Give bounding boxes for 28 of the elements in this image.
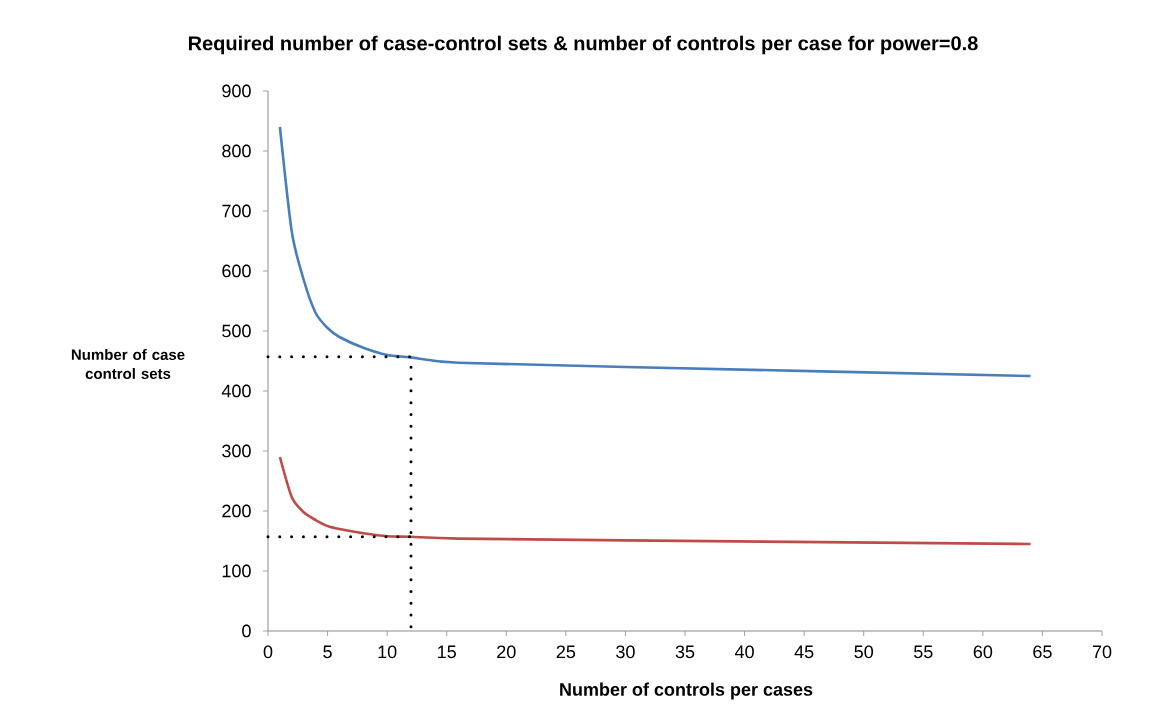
x-tick-label: 15 bbox=[438, 645, 456, 659]
x-tick-label: 35 bbox=[675, 645, 695, 659]
x-tick-label: 50 bbox=[854, 645, 874, 659]
x-tick-label: 40 bbox=[734, 645, 754, 659]
y-tick-label: 0 bbox=[242, 624, 251, 638]
y-tick-label: 800 bbox=[222, 144, 251, 158]
x-tick-label: 60 bbox=[973, 645, 993, 659]
x-axis-title: Number of controls per cases bbox=[560, 682, 813, 700]
y-tick-label: 300 bbox=[222, 444, 251, 458]
y-tick-label: 100 bbox=[222, 564, 251, 578]
x-tick-label: 55 bbox=[914, 645, 933, 659]
x-tick-label: 65 bbox=[1033, 645, 1052, 659]
y-axis-title: Number of case control sets bbox=[71, 348, 185, 379]
x-tick-label: 20 bbox=[497, 645, 516, 659]
x-tick-label: 5 bbox=[323, 645, 332, 659]
x-tick-label: 45 bbox=[794, 645, 814, 659]
y-tick-label: 700 bbox=[222, 204, 251, 218]
y-tick-label: 200 bbox=[222, 504, 251, 518]
x-tick-label: 10 bbox=[378, 645, 397, 659]
y-tick-label: 900 bbox=[222, 84, 251, 98]
y-tick-label: 500 bbox=[222, 324, 251, 338]
x-tick-label: 70 bbox=[1092, 645, 1112, 659]
x-tick-label: 0 bbox=[263, 645, 273, 659]
y-tick-label: 600 bbox=[222, 264, 251, 278]
chart-title: Required number of case-control sets & number of controls per case for power=0.8 bbox=[188, 35, 978, 55]
x-tick-label: 25 bbox=[556, 645, 576, 659]
x-tick-label: 30 bbox=[616, 645, 635, 659]
y-tick-label: 400 bbox=[221, 384, 251, 398]
